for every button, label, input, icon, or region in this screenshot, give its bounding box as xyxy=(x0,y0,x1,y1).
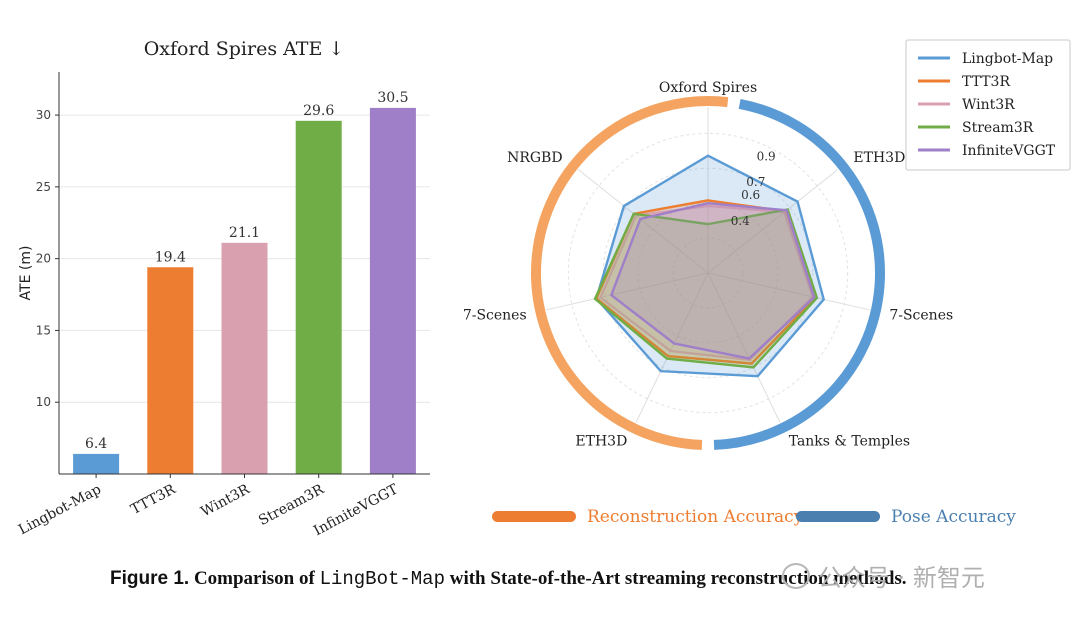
bar-lingbot-map xyxy=(73,453,120,474)
radar-series-infinitevggt xyxy=(609,201,816,360)
bar-value-label: 21.1 xyxy=(229,225,260,241)
y-tick-label: 20 xyxy=(36,252,51,266)
bar-value-label: 6.4 xyxy=(85,436,107,452)
legend-label: Lingbot-Map xyxy=(962,51,1053,67)
watermark: 公众号 · 新智元 xyxy=(782,558,985,593)
radar-grid-ring xyxy=(637,202,779,344)
radar-radial-ticks: 0.4 0.60.7 0.9 xyxy=(731,149,776,228)
bar-marks xyxy=(73,107,416,475)
radar-spoke xyxy=(707,272,870,311)
radar-grid-ring xyxy=(567,132,849,414)
legend: Lingbot-Map TTT3R Wint3R Stream3R InfiniteVG… xyxy=(905,39,1071,171)
reconstruction-label: Reconstruction Accuracy xyxy=(587,507,804,527)
y-axis-label: ATE (m) xyxy=(18,246,34,301)
bar-chart-title: Oxford Spires ATE ↓ xyxy=(144,38,345,60)
radar-series-wint3r xyxy=(598,204,815,362)
radar-tick-label: 0.7 xyxy=(746,175,765,189)
radar-spoke xyxy=(635,272,709,423)
radar-outer-ring xyxy=(531,96,885,450)
y-axis-ticks: 10 15 20 25 30 xyxy=(36,108,59,409)
pose-label: Pose Accuracy xyxy=(891,507,1016,527)
x-tick-label: Lingbot-Map xyxy=(16,481,104,538)
reconstruction-swatch xyxy=(492,511,576,522)
legend-label: InfiniteVGGT xyxy=(962,143,1056,159)
radar-chart: 0.4 0.60.7 0.9 Oxford Spires ETH3D 7-Scenes T… xyxy=(463,80,953,450)
bar-value-label: 29.6 xyxy=(303,103,334,119)
legend-label: TTT3R xyxy=(962,74,1010,90)
legend-label: Stream3R xyxy=(962,120,1034,136)
x-tick-label: TTT3R xyxy=(128,481,178,518)
radar-spoke xyxy=(707,169,839,274)
caption-figure-label: Figure 1. xyxy=(110,568,190,589)
y-tick-label: 10 xyxy=(36,395,51,409)
radar-tick-label: 0.4 xyxy=(731,214,750,228)
radar-axis-label: ETH3D xyxy=(575,434,627,450)
radar-spoke xyxy=(577,169,709,274)
bar-wint3r xyxy=(221,242,268,474)
bar-ttt3r xyxy=(147,267,194,474)
radar-gridlines xyxy=(546,107,870,423)
caption-method-name: LingBot-Map xyxy=(319,568,445,590)
caption-text-before: Comparison of xyxy=(193,568,320,589)
radar-axis-labels: Oxford Spires ETH3D 7-Scenes Tanks & Temple… xyxy=(463,80,953,450)
y-tick-label: 15 xyxy=(36,323,51,337)
y-tick-label: 30 xyxy=(36,108,51,122)
radar-tick-label: 0.6 xyxy=(741,188,760,202)
ring-group-legend: Reconstruction Accuracy Pose Accuracy xyxy=(492,507,1016,527)
radar-axis-label: Tanks & Temples xyxy=(789,434,910,450)
radar-axis-label: NRGBD xyxy=(507,150,563,166)
radar-spoke xyxy=(546,272,709,311)
pose-swatch xyxy=(796,511,880,522)
x-tick-label: InfiniteVGGT xyxy=(311,481,401,539)
bar-value-label: 19.4 xyxy=(155,249,186,265)
x-tick-label: Wint3R xyxy=(198,481,252,520)
wechat-icon xyxy=(782,563,810,589)
radar-series xyxy=(593,154,826,378)
bar-infinitevggt xyxy=(369,107,416,475)
reconstruction-accuracy-ring xyxy=(531,96,729,450)
x-axis-ticks: Lingbot-Map TTT3R Wint3R Stream3RInfiniteVG… xyxy=(16,474,401,539)
radar-tick-label: 0.9 xyxy=(757,149,776,163)
bar-value-labels: 6.4 19.4 21.1 29.6 30.5 xyxy=(85,90,409,452)
radar-axis-label: ETH3D xyxy=(853,150,905,166)
bar-value-label: 30.5 xyxy=(377,90,408,106)
radar-axis-label: 7-Scenes xyxy=(889,307,953,323)
radar-spoke xyxy=(707,272,781,423)
watermark-text: 公众号 · 新智元 xyxy=(818,564,985,592)
legend-label: Wint3R xyxy=(962,97,1015,113)
legend-box xyxy=(905,39,1071,171)
pose-accuracy-ring xyxy=(713,99,885,450)
radar-series-stream3r xyxy=(593,208,819,369)
y-tick-label: 25 xyxy=(36,180,51,194)
radar-axis-label: Oxford Spires xyxy=(659,80,757,96)
bar-stream3r xyxy=(295,120,342,475)
bar-chart: Oxford Spires ATE ↓ 6.419.421.129.630.5 … xyxy=(16,38,430,539)
radar-axis-label: 7-Scenes xyxy=(463,307,527,323)
